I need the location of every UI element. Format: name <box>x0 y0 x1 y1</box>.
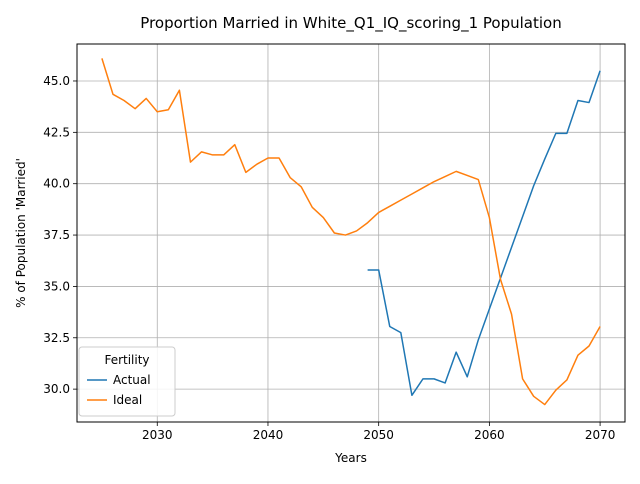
x-tick-label: 2050 <box>363 428 394 442</box>
chart-title: Proportion Married in White_Q1_IQ_scorin… <box>140 14 561 33</box>
y-tick-label: 45.0 <box>43 74 70 88</box>
x-tick-label: 2060 <box>474 428 505 442</box>
x-tick-label: 2040 <box>253 428 284 442</box>
legend-box <box>78 346 176 417</box>
x-axis-ticks: 2030 2040 2050 2060 2070 <box>142 422 615 442</box>
y-tick-label: 32.5 <box>43 331 70 345</box>
legend-title: Fertility <box>104 353 149 367</box>
series-line-actual <box>367 70 601 397</box>
legend-label-ideal: Ideal <box>113 393 142 407</box>
series-line-ideal <box>101 58 601 406</box>
x-tick-label: 2030 <box>142 428 173 442</box>
x-axis-label: Years <box>334 451 367 465</box>
y-axis-label: % of Population 'Married' <box>14 158 28 308</box>
y-tick-label: 42.5 <box>43 125 70 139</box>
series-lines <box>101 58 601 406</box>
y-tick-label: 37.5 <box>43 228 70 242</box>
legend: Fertility Actual Ideal <box>78 346 176 417</box>
y-axis-ticks: 30.0 32.5 35.0 37.5 40.0 42.5 45.0 <box>43 74 77 396</box>
y-tick-label: 40.0 <box>43 177 70 191</box>
legend-label-actual: Actual <box>113 373 151 387</box>
plot-frame <box>76 43 626 423</box>
y-tick-label: 30.0 <box>43 382 70 396</box>
grid <box>77 44 625 422</box>
x-tick-label: 2070 <box>585 428 616 442</box>
y-tick-label: 35.0 <box>43 279 70 293</box>
